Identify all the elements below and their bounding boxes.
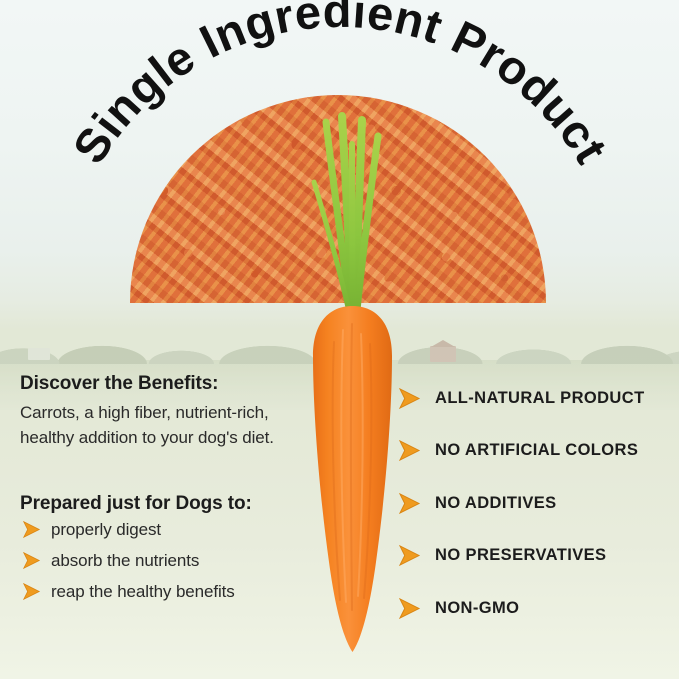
arrow-bullet-icon [398,387,421,409]
feature-item: NO ARTIFICIAL COLORS [398,425,673,478]
carrot-texture [331,323,373,611]
arrow-bullet-icon [398,597,421,619]
list-item-label: reap the healthy benefits [51,582,235,602]
arrow-bullet-icon [398,440,421,462]
prepared-list: properly digest absorb the nutrients rea… [20,520,320,602]
carrot-illustration [311,112,392,652]
feature-label: NO ADDITIVES [435,493,557,512]
arrow-bullet-icon [398,545,421,567]
benefits-body: Carrots, a high fiber, nutrient-rich, he… [20,402,274,447]
feature-label: ALL-NATURAL PRODUCT [435,388,645,407]
left-text-column: Discover the Benefits: Carrots, a high f… [20,372,320,614]
shed-icon [28,348,50,360]
prepared-heading: Prepared just for Dogs to: [20,493,252,515]
feature-item: ALL-NATURAL PRODUCT [398,372,673,425]
list-item-label: properly digest [51,520,162,540]
list-item-label: absorb the nutrients [51,551,200,571]
features-list: ALL-NATURAL PRODUCT NO ARTIFICIAL COLORS… [398,372,673,635]
carrot-body [313,306,392,652]
list-item: properly digest [20,520,320,540]
arrow-bullet-icon [22,552,41,570]
barn-icon [430,346,456,362]
arrow-bullet-icon [22,521,41,539]
benefits-heading: Discover the Benefits: [20,373,219,394]
feature-label: NO PRESERVATIVES [435,546,607,565]
feature-item: NO PRESERVATIVES [398,530,673,583]
feature-item: NON-GMO [398,582,673,635]
feature-item: NO ADDITIVES [398,477,673,530]
feature-label: NON-GMO [435,598,520,617]
feature-label: NO ARTIFICIAL COLORS [435,441,639,460]
arrow-bullet-icon [22,583,41,601]
list-item: reap the healthy benefits [20,582,320,602]
list-item: absorb the nutrients [20,551,320,571]
carrot-greens [311,112,382,315]
carrot-highlight [340,329,364,603]
arrow-bullet-icon [398,492,421,514]
